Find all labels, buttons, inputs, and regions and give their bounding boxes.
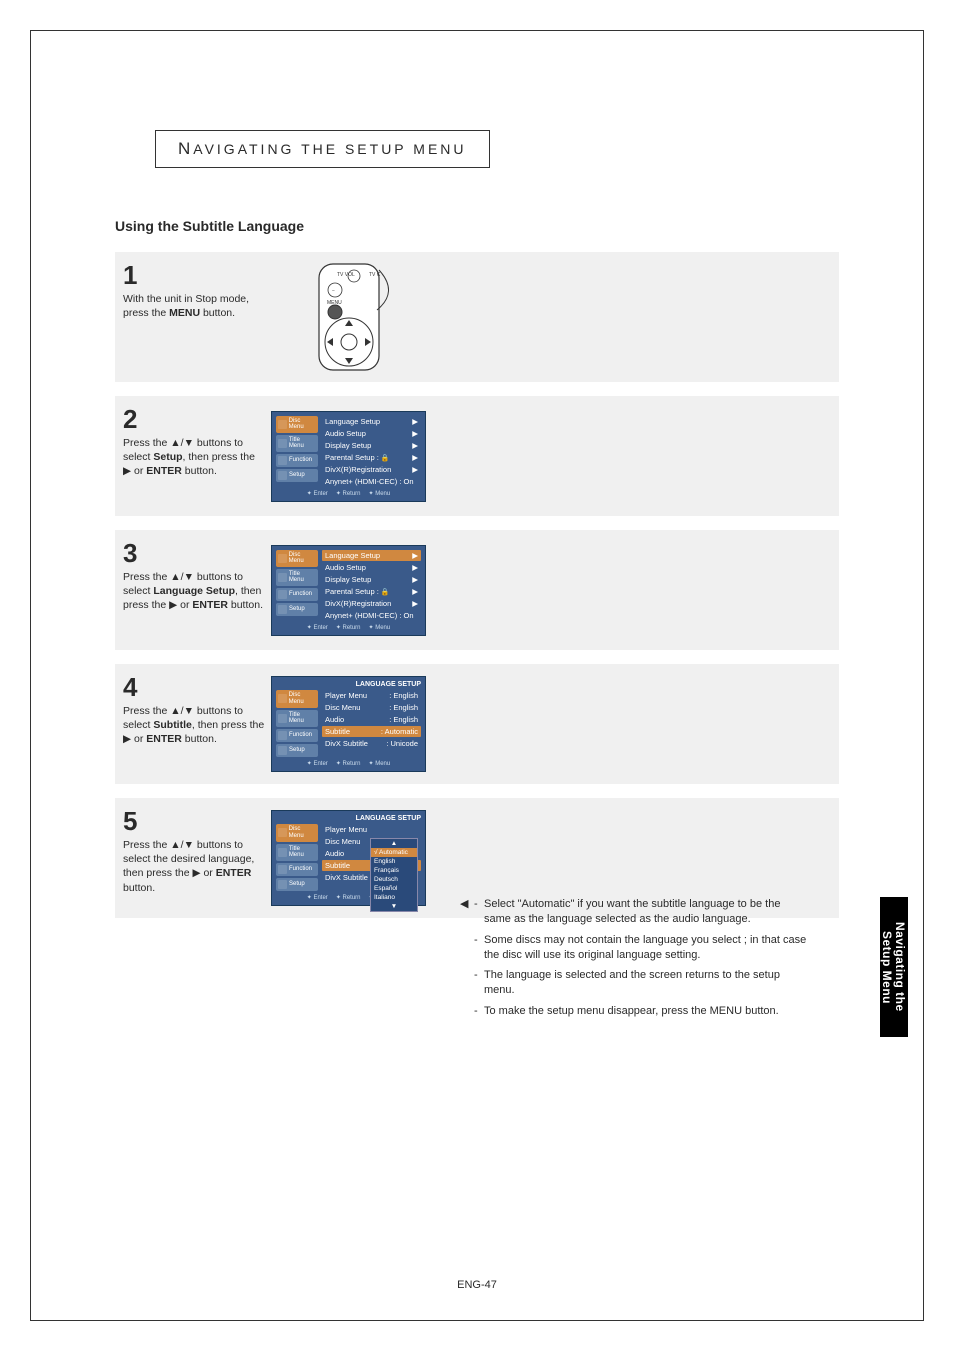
- note-4: To make the setup menu disappear, press …: [484, 1004, 779, 1019]
- page-border: [30, 30, 924, 1321]
- osd-panel: LANGUAGE SETUP Disc Menu Title Menu Func…: [271, 676, 426, 771]
- note-1: Select "Automatic" if you want the subti…: [484, 897, 810, 927]
- step-3-osd: Disc Menu Title Menu Function Setup Lang…: [271, 540, 426, 640]
- step-2-osd: Disc Menu Title Menu Function Setup Lang…: [271, 406, 426, 506]
- osd-tab-function: Function: [276, 454, 318, 467]
- osd-dropdown: ▲ √ Automatic English Français Deutsch E…: [370, 838, 418, 912]
- page-footer: ENG-47: [0, 1279, 954, 1291]
- note-3: The language is selected and the screen …: [484, 968, 810, 998]
- step-5-osd: LANGUAGE SETUP Disc Menu Title Menu Func…: [271, 808, 426, 908]
- note-dash: -: [474, 897, 484, 927]
- side-tab: Navigating the Setup Menu: [880, 897, 908, 1037]
- notes-block: ◀ - Select "Automatic" if you want the s…: [460, 897, 810, 1025]
- osd-panel: Disc Menu Title Menu Function Setup Lang…: [271, 545, 426, 636]
- osd-menu-list: Language Setup▶ Audio Setup▶ Display Set…: [318, 416, 421, 487]
- osd-tab-title: Title Menu: [276, 435, 318, 452]
- osd-panel: LANGUAGE SETUP Disc Menu Title Menu Func…: [271, 810, 426, 905]
- osd-footer: ✦ Enter ✦ Return ✦ Menu: [276, 487, 421, 497]
- step-4-osd: LANGUAGE SETUP Disc Menu Title Menu Func…: [271, 674, 426, 774]
- osd-tab-disc: Disc Menu: [276, 416, 318, 433]
- note-lead-icon: ◀: [460, 897, 474, 927]
- osd-side-tabs: Disc Menu Title Menu Function Setup: [276, 416, 318, 487]
- osd-panel: Disc Menu Title Menu Function Setup Lang…: [271, 411, 426, 502]
- note-2: Some discs may not contain the language …: [484, 933, 810, 963]
- osd-tab-setup: Setup: [276, 469, 318, 482]
